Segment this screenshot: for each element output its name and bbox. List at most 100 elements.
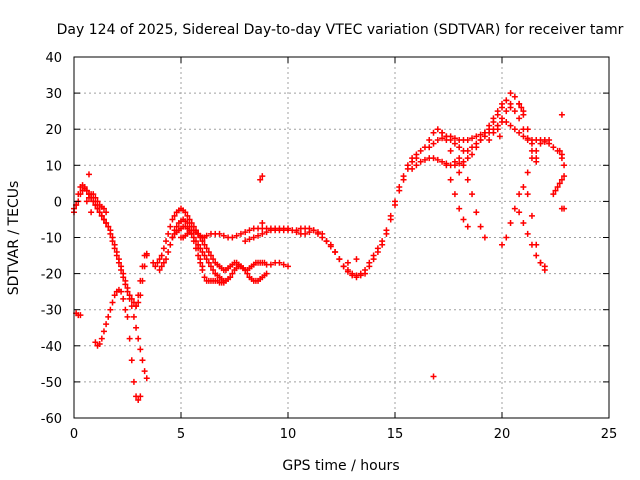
data-point xyxy=(92,194,99,201)
data-point xyxy=(105,313,112,320)
data-point xyxy=(203,245,210,252)
data-point xyxy=(167,241,174,248)
data-point xyxy=(227,274,234,281)
data-point xyxy=(113,248,120,255)
series-arc-13 xyxy=(242,155,420,281)
series-arc-15 xyxy=(409,97,514,172)
data-point xyxy=(135,335,142,342)
data-point xyxy=(107,227,114,234)
data-point xyxy=(426,137,433,144)
data-point xyxy=(259,220,266,227)
data-point xyxy=(137,277,144,284)
data-point xyxy=(257,176,264,183)
data-point xyxy=(430,155,437,162)
data-point xyxy=(473,209,480,216)
data-point xyxy=(447,176,454,183)
data-point xyxy=(115,256,122,263)
series-outliers xyxy=(73,100,568,380)
data-point xyxy=(516,115,523,122)
data-point xyxy=(503,118,510,125)
data-point xyxy=(503,108,510,115)
series-arc-22 xyxy=(516,209,548,270)
data-point xyxy=(439,135,446,142)
data-point xyxy=(126,292,133,299)
data-point xyxy=(554,183,561,190)
data-point xyxy=(130,378,137,385)
series-arc-18 xyxy=(443,162,471,230)
data-point xyxy=(434,126,441,133)
data-point xyxy=(499,115,505,122)
y-tick-label: -30 xyxy=(41,304,62,319)
data-point xyxy=(469,135,476,142)
data-point xyxy=(293,229,300,236)
y-tick-label: -40 xyxy=(41,340,62,355)
x-tick-label: 15 xyxy=(387,427,404,442)
data-point xyxy=(184,220,191,227)
data-point xyxy=(319,234,326,241)
data-point xyxy=(120,270,127,277)
series-arc-16 xyxy=(426,90,540,162)
data-point xyxy=(207,252,214,259)
data-point xyxy=(88,209,95,216)
data-point xyxy=(220,279,227,286)
data-point xyxy=(528,155,535,162)
data-point xyxy=(276,259,283,266)
data-point xyxy=(83,187,90,194)
x-tick-label: 10 xyxy=(280,427,297,442)
y-tick-label: 20 xyxy=(45,123,62,138)
data-point xyxy=(163,256,170,263)
data-point xyxy=(469,144,476,151)
data-point xyxy=(409,155,416,162)
data-point xyxy=(169,234,176,241)
data-point xyxy=(494,111,501,118)
data-point xyxy=(128,357,135,364)
data-point xyxy=(259,173,266,180)
data-point xyxy=(396,183,403,190)
data-point xyxy=(336,256,343,263)
data-point xyxy=(520,126,527,133)
data-point xyxy=(481,133,488,140)
data-point xyxy=(349,270,356,277)
data-point xyxy=(558,111,565,118)
data-point xyxy=(434,156,441,163)
series-arc-05 xyxy=(126,335,144,403)
data-point xyxy=(229,234,236,241)
data-point xyxy=(122,277,129,284)
data-point xyxy=(430,129,437,136)
data-point xyxy=(216,230,223,237)
data-point xyxy=(404,162,411,169)
y-tick-label: 0 xyxy=(54,195,62,210)
data-point xyxy=(520,220,527,227)
data-point xyxy=(451,140,458,147)
data-point xyxy=(233,232,240,239)
data-point xyxy=(184,212,191,219)
data-point xyxy=(332,248,339,255)
data-point xyxy=(546,137,553,144)
data-point xyxy=(353,272,360,279)
data-point xyxy=(550,191,557,198)
data-point xyxy=(165,248,172,255)
data-point xyxy=(503,97,510,104)
data-point xyxy=(533,147,540,154)
data-point xyxy=(133,303,140,310)
data-point xyxy=(195,230,202,237)
data-point xyxy=(460,216,467,223)
data-point xyxy=(126,335,133,342)
data-point xyxy=(524,191,531,198)
series-arc-07 xyxy=(152,205,208,270)
data-point xyxy=(524,169,531,176)
data-point xyxy=(190,234,197,241)
data-point xyxy=(128,295,135,302)
data-point xyxy=(494,126,501,133)
data-point xyxy=(120,295,127,302)
data-point xyxy=(503,234,510,241)
data-point xyxy=(77,312,84,319)
data-point xyxy=(263,270,270,277)
data-point xyxy=(229,270,236,277)
data-point xyxy=(98,335,105,342)
data-point xyxy=(357,270,364,277)
data-point xyxy=(163,238,170,245)
series-arc-09 xyxy=(169,223,270,284)
data-point xyxy=(205,248,212,255)
grid-layer xyxy=(74,57,609,418)
